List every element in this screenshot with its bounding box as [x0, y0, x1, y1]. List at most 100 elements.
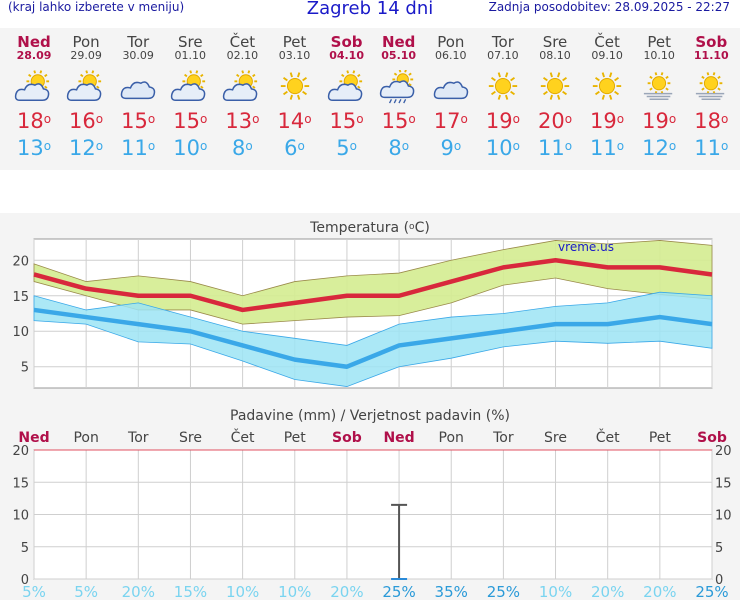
- day-column: Ned 05.10 15o 8o: [373, 28, 425, 159]
- max-temp: 19o: [590, 109, 625, 133]
- page-title: Zagreb 14 dni: [306, 0, 434, 19]
- day-column: Pon 06.10 17o 9o: [425, 28, 477, 159]
- day-column: Tor 07.10 19o 10o: [477, 28, 529, 159]
- precipitation-day-label: Tor: [127, 430, 149, 446]
- precipitation-day-label: Pon: [73, 430, 98, 446]
- min-temp: 11o: [121, 136, 156, 160]
- min-temp: 11o: [537, 136, 573, 160]
- sun-haze-icon: [696, 72, 725, 101]
- day-column: Sob 11.10 18o 11o: [685, 28, 737, 159]
- day-name: Sre: [178, 33, 203, 51]
- precipitation-day-label: Pet: [284, 430, 307, 446]
- precipitation-day-label: Ned: [18, 430, 49, 446]
- precipitation-probability: 10%: [226, 583, 259, 600]
- day-date: 28.09: [16, 49, 52, 62]
- day-date: 07.10: [487, 49, 519, 62]
- cloud-icon: [433, 81, 469, 100]
- precipitation-day-label: Čet: [596, 428, 620, 446]
- min-temp: 12o: [642, 136, 677, 160]
- day-column: Tor 30.09 15o 11o: [112, 28, 164, 159]
- day-name: Pon: [437, 33, 465, 51]
- precipitation-day-label: Sre: [544, 430, 567, 446]
- day-name: Čet: [229, 33, 256, 51]
- day-date: 10.10: [643, 49, 675, 62]
- day-date: 11.10: [693, 49, 729, 62]
- precipitation-tick-label-right: 5: [715, 541, 723, 556]
- last-update: Zadnja posodobitev: 28.09.2025 - 22:27: [488, 0, 730, 14]
- max-temp: 14o: [277, 109, 312, 133]
- day-name: Ned: [381, 33, 416, 51]
- precipitation-tick-label-right: 10: [715, 509, 732, 524]
- charts-panel: 5 10 15 20 Temperatura (oC) vreme.us Padavine …: [0, 213, 740, 601]
- sun-cloud-rain-icon: [379, 70, 415, 104]
- precipitation-probability: 20%: [122, 583, 155, 600]
- sun-cloud-icon: [327, 70, 362, 101]
- precipitation-probability: 25%: [695, 583, 728, 600]
- temperature-tick-label: 20: [12, 254, 29, 269]
- day-date: 09.10: [591, 49, 623, 62]
- day-column: Sre 08.10 20o 11o: [529, 28, 581, 159]
- day-name: Sob: [695, 33, 728, 51]
- precipitation-tick-label-left: 5: [21, 541, 29, 556]
- max-temp: 17o: [433, 109, 468, 133]
- day-column: Ned 28.09 18o 13o: [8, 28, 60, 159]
- precipitation-day-label: Sob: [332, 430, 362, 446]
- sun-cloud-icon: [223, 70, 258, 101]
- max-temp: 18o: [694, 109, 729, 133]
- day-column: Pon 29.09 16o 12o: [60, 28, 112, 159]
- min-temp: 11o: [590, 136, 625, 160]
- max-temp: 19o: [485, 109, 520, 133]
- precipitation-tick-label-right: 15: [715, 476, 732, 491]
- min-temp: 12o: [69, 136, 104, 160]
- min-temp: 6o: [284, 136, 305, 160]
- sun-icon: [540, 72, 570, 100]
- charts-svg: 5 10 15 20 Temperatura (oC) vreme.us Padavine …: [12, 220, 732, 601]
- day-date: 03.10: [278, 49, 311, 62]
- precipitation-tick-label-left: 20: [12, 444, 29, 459]
- day-date: 08.10: [539, 49, 571, 62]
- day-date: 01.10: [174, 49, 207, 62]
- cloud-icon: [120, 81, 156, 100]
- temperature-title: Temperatura (oC): [309, 220, 430, 236]
- precipitation-day-label: Pon: [439, 430, 464, 446]
- sun-icon: [592, 72, 622, 100]
- max-temp-line: [33, 258, 713, 313]
- max-temp: 18o: [16, 109, 52, 133]
- location-hint: (kraj lahko izberete v meniju): [8, 0, 185, 14]
- precipitation-tick-label-left: 10: [12, 509, 29, 524]
- max-temp: 15o: [329, 109, 364, 133]
- min-temp-range-band: [33, 291, 713, 387]
- day-name: Sob: [330, 33, 363, 51]
- precipitation-day-label: Ned: [383, 430, 414, 446]
- day-name: Sre: [542, 33, 568, 51]
- precipitation-title: Padavine (mm) / Verjetnost padavin (%): [230, 408, 510, 424]
- precipitation-day-label: Tor: [492, 430, 514, 446]
- precipitation-tick-label-right: 20: [715, 444, 732, 459]
- precipitation-day-label: Čet: [231, 428, 255, 446]
- day-date: 29.09: [70, 49, 102, 62]
- sun-cloud-icon: [171, 70, 206, 101]
- min-temp: 9o: [440, 136, 462, 160]
- watermark-label: vreme.us: [558, 240, 614, 254]
- day-column: Sob 04.10 15o 5o: [321, 28, 373, 159]
- precipitation-probability: 25%: [487, 583, 520, 600]
- precipitation-probability: 10%: [278, 583, 311, 600]
- day-name: Ned: [17, 33, 51, 51]
- day-name: Tor: [127, 33, 150, 51]
- day-date: 30.09: [122, 49, 154, 62]
- day-date: 06.10: [435, 49, 467, 62]
- precipitation-probability: 20%: [591, 583, 624, 600]
- day-date: 02.10: [226, 49, 259, 62]
- precipitation-probability: 25%: [382, 583, 415, 600]
- day-name: Tor: [491, 33, 514, 51]
- day-date: 04.10: [329, 49, 364, 62]
- day-name: Pon: [72, 33, 100, 51]
- max-temp: 15o: [381, 109, 416, 133]
- temperature-tick-label: 10: [12, 325, 29, 340]
- max-temp: 15o: [173, 109, 208, 133]
- day-column: Pet 03.10 14o 6o: [269, 28, 321, 159]
- precipitation-tick-label-left: 0: [21, 573, 29, 588]
- precipitation-tick-label-right: 0: [715, 573, 723, 588]
- temperature-tick-label: 5: [21, 361, 29, 376]
- precipitation-probability: 5%: [74, 583, 98, 600]
